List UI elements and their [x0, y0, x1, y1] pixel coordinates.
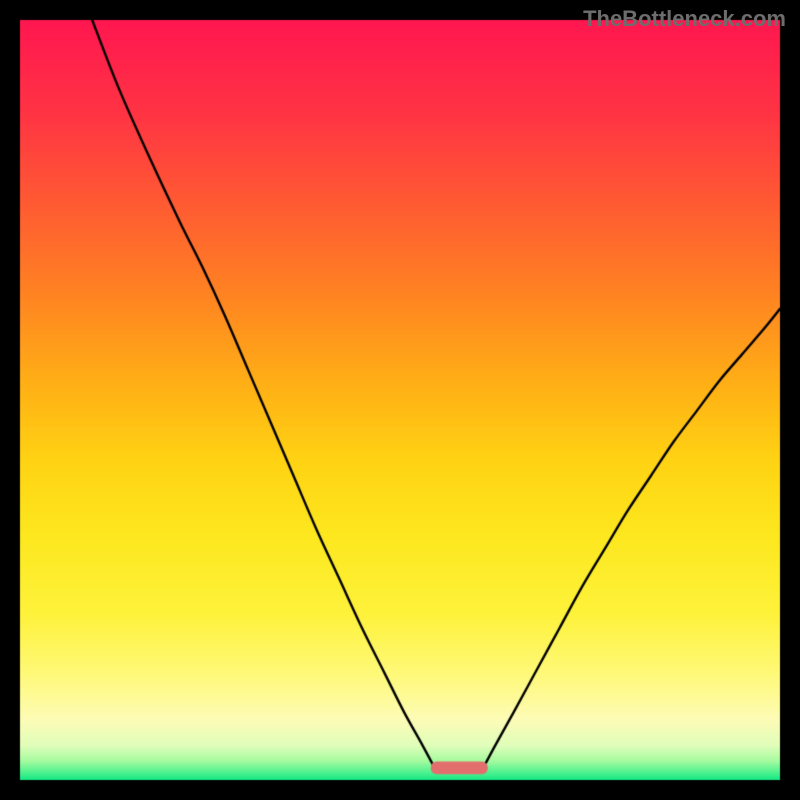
chart-stage: TheBottleneck.com [0, 0, 800, 800]
bottleneck-chart-canvas [0, 0, 800, 800]
watermark-text: TheBottleneck.com [583, 6, 786, 32]
